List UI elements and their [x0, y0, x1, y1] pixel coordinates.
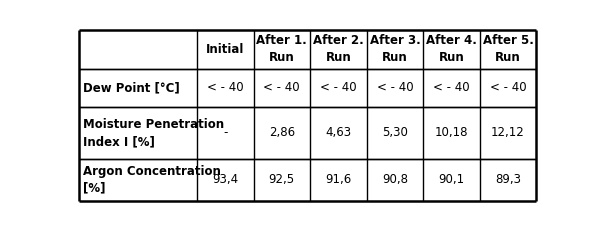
Text: 4,63: 4,63 — [325, 126, 352, 139]
Text: 90,1: 90,1 — [439, 173, 464, 186]
Text: < - 40: < - 40 — [263, 82, 300, 94]
Text: Argon Concentration
[%]: Argon Concentration [%] — [83, 165, 221, 195]
Text: < - 40: < - 40 — [207, 82, 244, 94]
Text: 2,86: 2,86 — [269, 126, 295, 139]
Text: After 2.
Run: After 2. Run — [313, 34, 364, 64]
Text: After 5.
Run: After 5. Run — [482, 34, 533, 64]
Text: Moisture Penetration
Index I [%]: Moisture Penetration Index I [%] — [83, 118, 224, 148]
Text: 93,4: 93,4 — [212, 173, 238, 186]
Text: 89,3: 89,3 — [495, 173, 521, 186]
Text: 92,5: 92,5 — [269, 173, 295, 186]
Text: < - 40: < - 40 — [320, 82, 356, 94]
Text: 10,18: 10,18 — [435, 126, 468, 139]
Text: After 4.
Run: After 4. Run — [426, 34, 477, 64]
Text: Initial: Initial — [206, 43, 244, 56]
Text: < - 40: < - 40 — [433, 82, 470, 94]
Text: 91,6: 91,6 — [325, 173, 352, 186]
Text: 90,8: 90,8 — [382, 173, 408, 186]
Text: 12,12: 12,12 — [491, 126, 525, 139]
Text: -: - — [223, 126, 227, 139]
Text: 5,30: 5,30 — [382, 126, 408, 139]
Text: < - 40: < - 40 — [490, 82, 526, 94]
Text: Dew Point [°C]: Dew Point [°C] — [83, 82, 180, 94]
Text: < - 40: < - 40 — [377, 82, 413, 94]
Text: After 3.
Run: After 3. Run — [370, 34, 420, 64]
Text: After 1.
Run: After 1. Run — [256, 34, 307, 64]
